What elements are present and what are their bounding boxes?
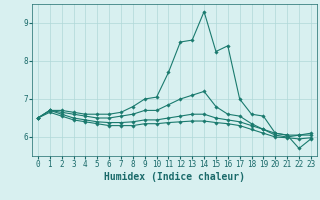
X-axis label: Humidex (Indice chaleur): Humidex (Indice chaleur) [104, 172, 245, 182]
